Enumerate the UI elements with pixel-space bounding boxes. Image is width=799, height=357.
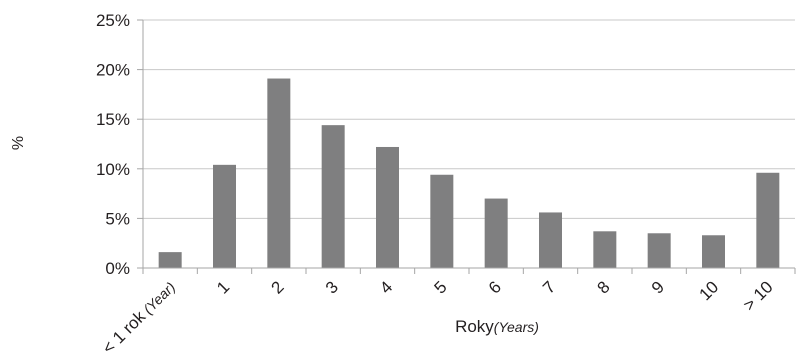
x-tick-label: 5: [431, 277, 451, 297]
bar: [484, 198, 508, 268]
x-axis-ticks: < 1 rok(Year) 1 2 3 4 5 6 7 8 9 10 > 10: [99, 277, 777, 357]
bar: [267, 78, 291, 268]
x-tick-label: 1: [213, 277, 233, 297]
y-tick-label: 10%: [96, 160, 130, 179]
y-tick-label: 5%: [105, 209, 130, 228]
x-tick-label: 6: [485, 277, 505, 297]
y-axis-label: %: [10, 136, 27, 150]
bar: [756, 172, 780, 268]
x-tick-label: 4: [376, 277, 396, 297]
bars: [158, 78, 780, 268]
y-tick-label: 0%: [105, 259, 130, 278]
bar: [702, 235, 725, 268]
x-tick-label: 7: [539, 277, 559, 297]
x-tick-label: 3: [322, 277, 342, 297]
x-axis-label-main: Roky: [455, 317, 494, 336]
y-axis-ticks: 0% 5% 10% 15% 20% 25%: [96, 11, 143, 278]
bar: [539, 212, 562, 268]
y-tick-label: 20%: [96, 61, 130, 80]
axes: [142, 20, 796, 274]
x-tick-label: > 10: [739, 277, 776, 314]
x-tick-label: 8: [594, 277, 614, 297]
x-tick-label: 2: [268, 277, 288, 297]
x-tick-label: < 1 rok(Year): [99, 277, 179, 357]
x-tick-label: 9: [648, 277, 668, 297]
x-axis-label-suffix: (Years): [494, 319, 539, 335]
y-tick-label: 25%: [96, 11, 130, 30]
y-tick-label: 15%: [96, 110, 130, 129]
bar: [593, 231, 617, 268]
bar: [321, 125, 345, 268]
bar: [430, 174, 454, 268]
bar: [376, 146, 399, 268]
x-tick-label: 10: [696, 277, 723, 304]
x-axis-label: Roky(Years): [455, 317, 539, 336]
bar: [213, 164, 236, 268]
bar: [647, 233, 671, 268]
gridlines: [143, 19, 795, 219]
bar: [158, 252, 182, 268]
